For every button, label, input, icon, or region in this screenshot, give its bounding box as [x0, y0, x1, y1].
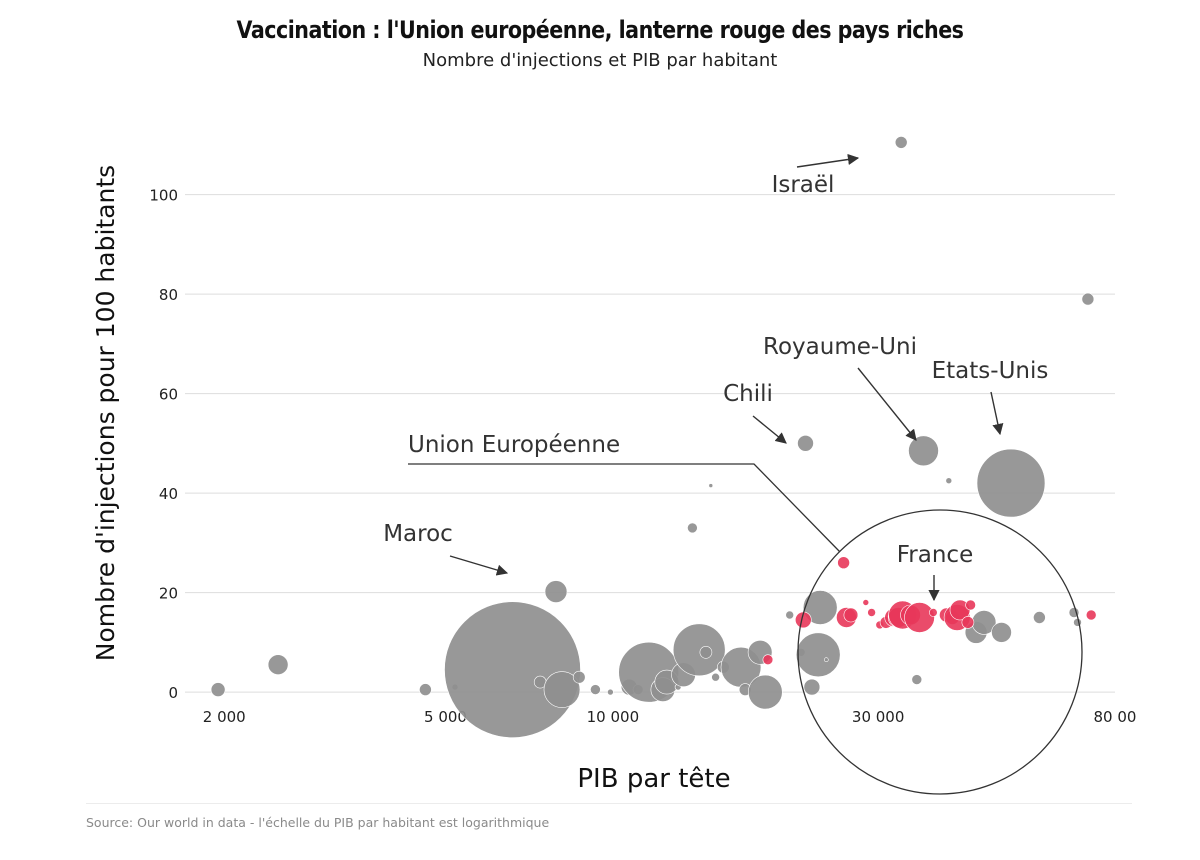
country-point	[544, 580, 568, 603]
source-note: Source: Our world in data - l'échelle du…	[86, 815, 550, 830]
x-axis-label: PIB par tête	[577, 764, 730, 794]
country-point	[1033, 611, 1046, 624]
axis-ticks: 0 20 40 60 80 100 2 000 5 000 10 000 30 000 80 00	[149, 187, 1136, 726]
country-point	[894, 136, 908, 149]
annotation-chili: Chili	[723, 381, 773, 407]
country-point	[795, 632, 841, 678]
annotation-arrow	[990, 391, 1004, 436]
country-point	[803, 678, 821, 696]
annotation-union-europeenne: Union Européenne	[408, 432, 620, 458]
annotation-etats-unis: Etats-Unis	[932, 358, 1049, 384]
eu-country-point	[1085, 609, 1097, 621]
eu-zoom-circle	[797, 509, 1083, 795]
eu-country-point	[762, 654, 774, 666]
country-point	[672, 623, 726, 677]
eu-leader-line	[408, 463, 841, 553]
country-point	[543, 671, 581, 708]
y-tick-label: 20	[159, 585, 178, 603]
annotation-arrow	[752, 415, 787, 444]
annotation-maroc: Maroc	[383, 521, 453, 547]
country-point	[945, 477, 953, 485]
y-tick-label: 80	[159, 286, 178, 304]
eu-country-point	[867, 608, 876, 617]
country-point	[590, 684, 601, 695]
annotation-arrow	[796, 153, 860, 168]
country-point	[444, 601, 581, 739]
eu-country-point	[904, 602, 935, 633]
country-point	[210, 682, 226, 697]
eu-country-point	[837, 556, 850, 570]
chart-title: Vaccination : l'Union européenne, lanter…	[236, 16, 964, 44]
country-point	[785, 610, 795, 620]
eu-country-point	[961, 616, 975, 629]
y-tick-label: 100	[149, 187, 178, 205]
annotations: Israël Royaume-Uni Etats-Unis Chili Union Eu…	[383, 153, 1049, 602]
footer-divider	[86, 803, 1132, 804]
y-tick-label: 0	[168, 684, 178, 702]
annotation-royaume-uni: Royaume-Uni	[763, 334, 917, 360]
x-tick-label: 5 000	[424, 708, 467, 726]
country-point	[908, 435, 939, 467]
country-point	[991, 622, 1012, 643]
eu-highlight-circle	[797, 509, 1083, 795]
x-tick-label: 30 000	[852, 708, 905, 726]
country-point	[572, 670, 586, 684]
country-point	[699, 645, 713, 659]
country-point	[267, 654, 289, 676]
eu-country-point	[928, 608, 938, 617]
eu-country-point	[862, 599, 870, 606]
country-point	[711, 672, 720, 682]
country-point	[823, 657, 829, 663]
x-tick-label: 80 00	[1094, 708, 1137, 726]
annotation-arrow	[449, 555, 509, 576]
country-point	[976, 448, 1046, 518]
data-points	[210, 136, 1097, 739]
country-point	[802, 590, 838, 625]
x-tick-label: 2 000	[203, 708, 246, 726]
annotation-arrow	[857, 367, 917, 441]
y-tick-label: 40	[159, 485, 178, 503]
country-point	[911, 674, 923, 685]
annotation-france: France	[897, 542, 973, 568]
country-point	[419, 683, 432, 696]
country-point	[747, 674, 783, 710]
country-point	[607, 688, 614, 696]
country-point	[797, 434, 814, 452]
x-tick-label: 10 000	[587, 708, 640, 726]
country-point	[708, 483, 714, 488]
country-point	[687, 522, 698, 534]
chart-subtitle: Nombre d'injections et PIB par habitant	[422, 50, 778, 71]
country-point	[1073, 618, 1082, 627]
y-axis-label: Nombre d'injections pour 100 habitants	[91, 165, 120, 661]
eu-country-point	[843, 607, 859, 623]
annotation-israel: Israël	[772, 172, 835, 198]
eu-country-point	[965, 599, 976, 611]
y-tick-label: 60	[159, 386, 178, 404]
country-point	[1081, 292, 1095, 306]
